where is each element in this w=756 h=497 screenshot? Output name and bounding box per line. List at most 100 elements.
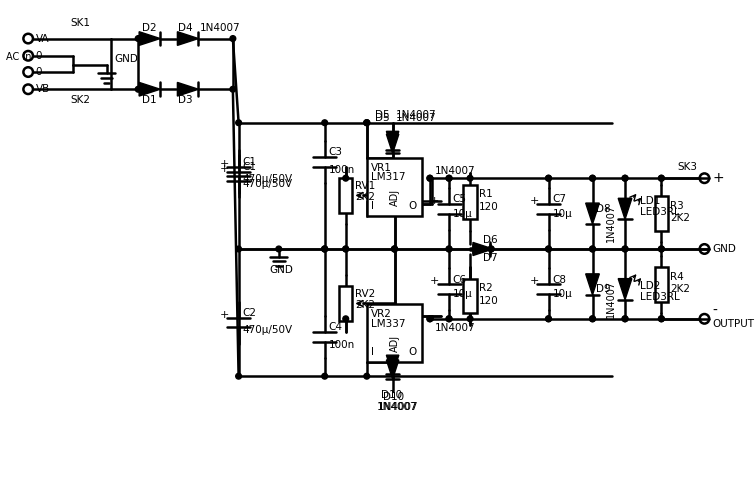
Circle shape	[446, 175, 452, 181]
Circle shape	[135, 86, 141, 92]
Circle shape	[322, 373, 327, 379]
Text: C4: C4	[329, 323, 342, 332]
Circle shape	[622, 316, 628, 322]
Circle shape	[427, 175, 432, 181]
Circle shape	[590, 175, 596, 181]
Text: 470μ/50V: 470μ/50V	[243, 174, 293, 184]
Text: 120: 120	[479, 296, 498, 306]
Circle shape	[658, 316, 665, 322]
Bar	[339, 286, 352, 321]
Text: RV2: RV2	[355, 289, 376, 299]
Text: C2: C2	[243, 308, 256, 318]
Text: R1: R1	[479, 189, 492, 199]
Text: D5: D5	[376, 113, 390, 123]
Text: SK3: SK3	[677, 162, 698, 172]
Text: ADJ: ADJ	[389, 335, 399, 352]
Circle shape	[622, 175, 628, 181]
Bar	[655, 267, 668, 302]
Circle shape	[427, 316, 432, 322]
Text: +: +	[712, 171, 723, 185]
Circle shape	[236, 120, 241, 126]
Circle shape	[488, 246, 494, 252]
Text: 120: 120	[479, 202, 498, 212]
Circle shape	[546, 175, 551, 181]
Polygon shape	[386, 134, 399, 154]
Text: LD1: LD1	[640, 196, 661, 206]
Polygon shape	[618, 279, 632, 300]
Text: 10μ: 10μ	[453, 209, 472, 219]
Text: R3: R3	[670, 201, 683, 211]
Text: 10μ: 10μ	[553, 209, 572, 219]
Text: 1N4007: 1N4007	[435, 324, 476, 333]
Text: VA: VA	[36, 33, 49, 44]
Text: LM317: LM317	[370, 172, 405, 182]
Polygon shape	[386, 131, 399, 151]
Bar	[463, 279, 477, 313]
Circle shape	[546, 246, 551, 252]
Polygon shape	[178, 32, 198, 45]
Circle shape	[590, 246, 596, 252]
Polygon shape	[139, 32, 160, 45]
Circle shape	[658, 246, 665, 252]
Text: C8: C8	[553, 274, 566, 285]
Text: D3: D3	[178, 95, 193, 105]
Text: SK1: SK1	[70, 18, 90, 28]
Text: 2K2: 2K2	[355, 300, 375, 311]
Text: 2K2: 2K2	[670, 213, 690, 223]
Circle shape	[488, 246, 494, 252]
Text: C1: C1	[243, 157, 256, 167]
Text: +: +	[430, 276, 439, 286]
Text: R4: R4	[670, 272, 683, 282]
Circle shape	[230, 86, 236, 92]
Circle shape	[467, 175, 473, 181]
Text: 470μ/50V: 470μ/50V	[243, 325, 293, 335]
Polygon shape	[386, 360, 399, 379]
Polygon shape	[618, 198, 632, 219]
Circle shape	[622, 316, 628, 322]
Text: D6: D6	[484, 236, 498, 246]
Text: D10: D10	[381, 390, 402, 400]
Text: LD2: LD2	[640, 281, 661, 291]
Circle shape	[590, 316, 596, 322]
Text: +: +	[219, 159, 229, 169]
Text: 1N4007: 1N4007	[200, 23, 240, 33]
Circle shape	[467, 316, 473, 322]
Bar	[655, 196, 668, 231]
Circle shape	[446, 316, 452, 322]
Text: VR2: VR2	[370, 309, 392, 319]
Text: GND: GND	[712, 244, 736, 254]
Text: I: I	[370, 347, 373, 357]
Text: LED3RL: LED3RL	[640, 207, 680, 217]
Text: -: -	[712, 304, 717, 318]
Text: 1N4007: 1N4007	[378, 402, 419, 412]
Circle shape	[622, 246, 628, 252]
Text: +: +	[219, 164, 229, 173]
Circle shape	[446, 246, 452, 252]
Circle shape	[343, 246, 349, 252]
Text: +: +	[529, 196, 539, 206]
Text: 100n: 100n	[329, 165, 355, 174]
Polygon shape	[586, 203, 600, 224]
Text: O: O	[409, 201, 417, 211]
Text: LED3RL: LED3RL	[640, 292, 680, 302]
Text: RV1: RV1	[355, 181, 376, 191]
Polygon shape	[139, 83, 160, 96]
Circle shape	[392, 246, 398, 252]
Circle shape	[343, 246, 349, 252]
Bar	[339, 178, 352, 213]
Circle shape	[364, 373, 370, 379]
Circle shape	[622, 246, 628, 252]
Circle shape	[322, 246, 327, 252]
Circle shape	[446, 246, 452, 252]
Circle shape	[446, 316, 452, 322]
Circle shape	[546, 316, 551, 322]
Text: ADJ: ADJ	[389, 189, 399, 206]
Text: C7: C7	[553, 194, 566, 204]
Text: 1N4007: 1N4007	[435, 166, 476, 175]
Text: D9: D9	[596, 284, 611, 294]
Text: 1N4007: 1N4007	[376, 402, 417, 412]
Circle shape	[364, 120, 370, 126]
Text: D4: D4	[178, 23, 193, 33]
Circle shape	[276, 246, 282, 252]
Text: AC In: AC In	[6, 52, 32, 62]
